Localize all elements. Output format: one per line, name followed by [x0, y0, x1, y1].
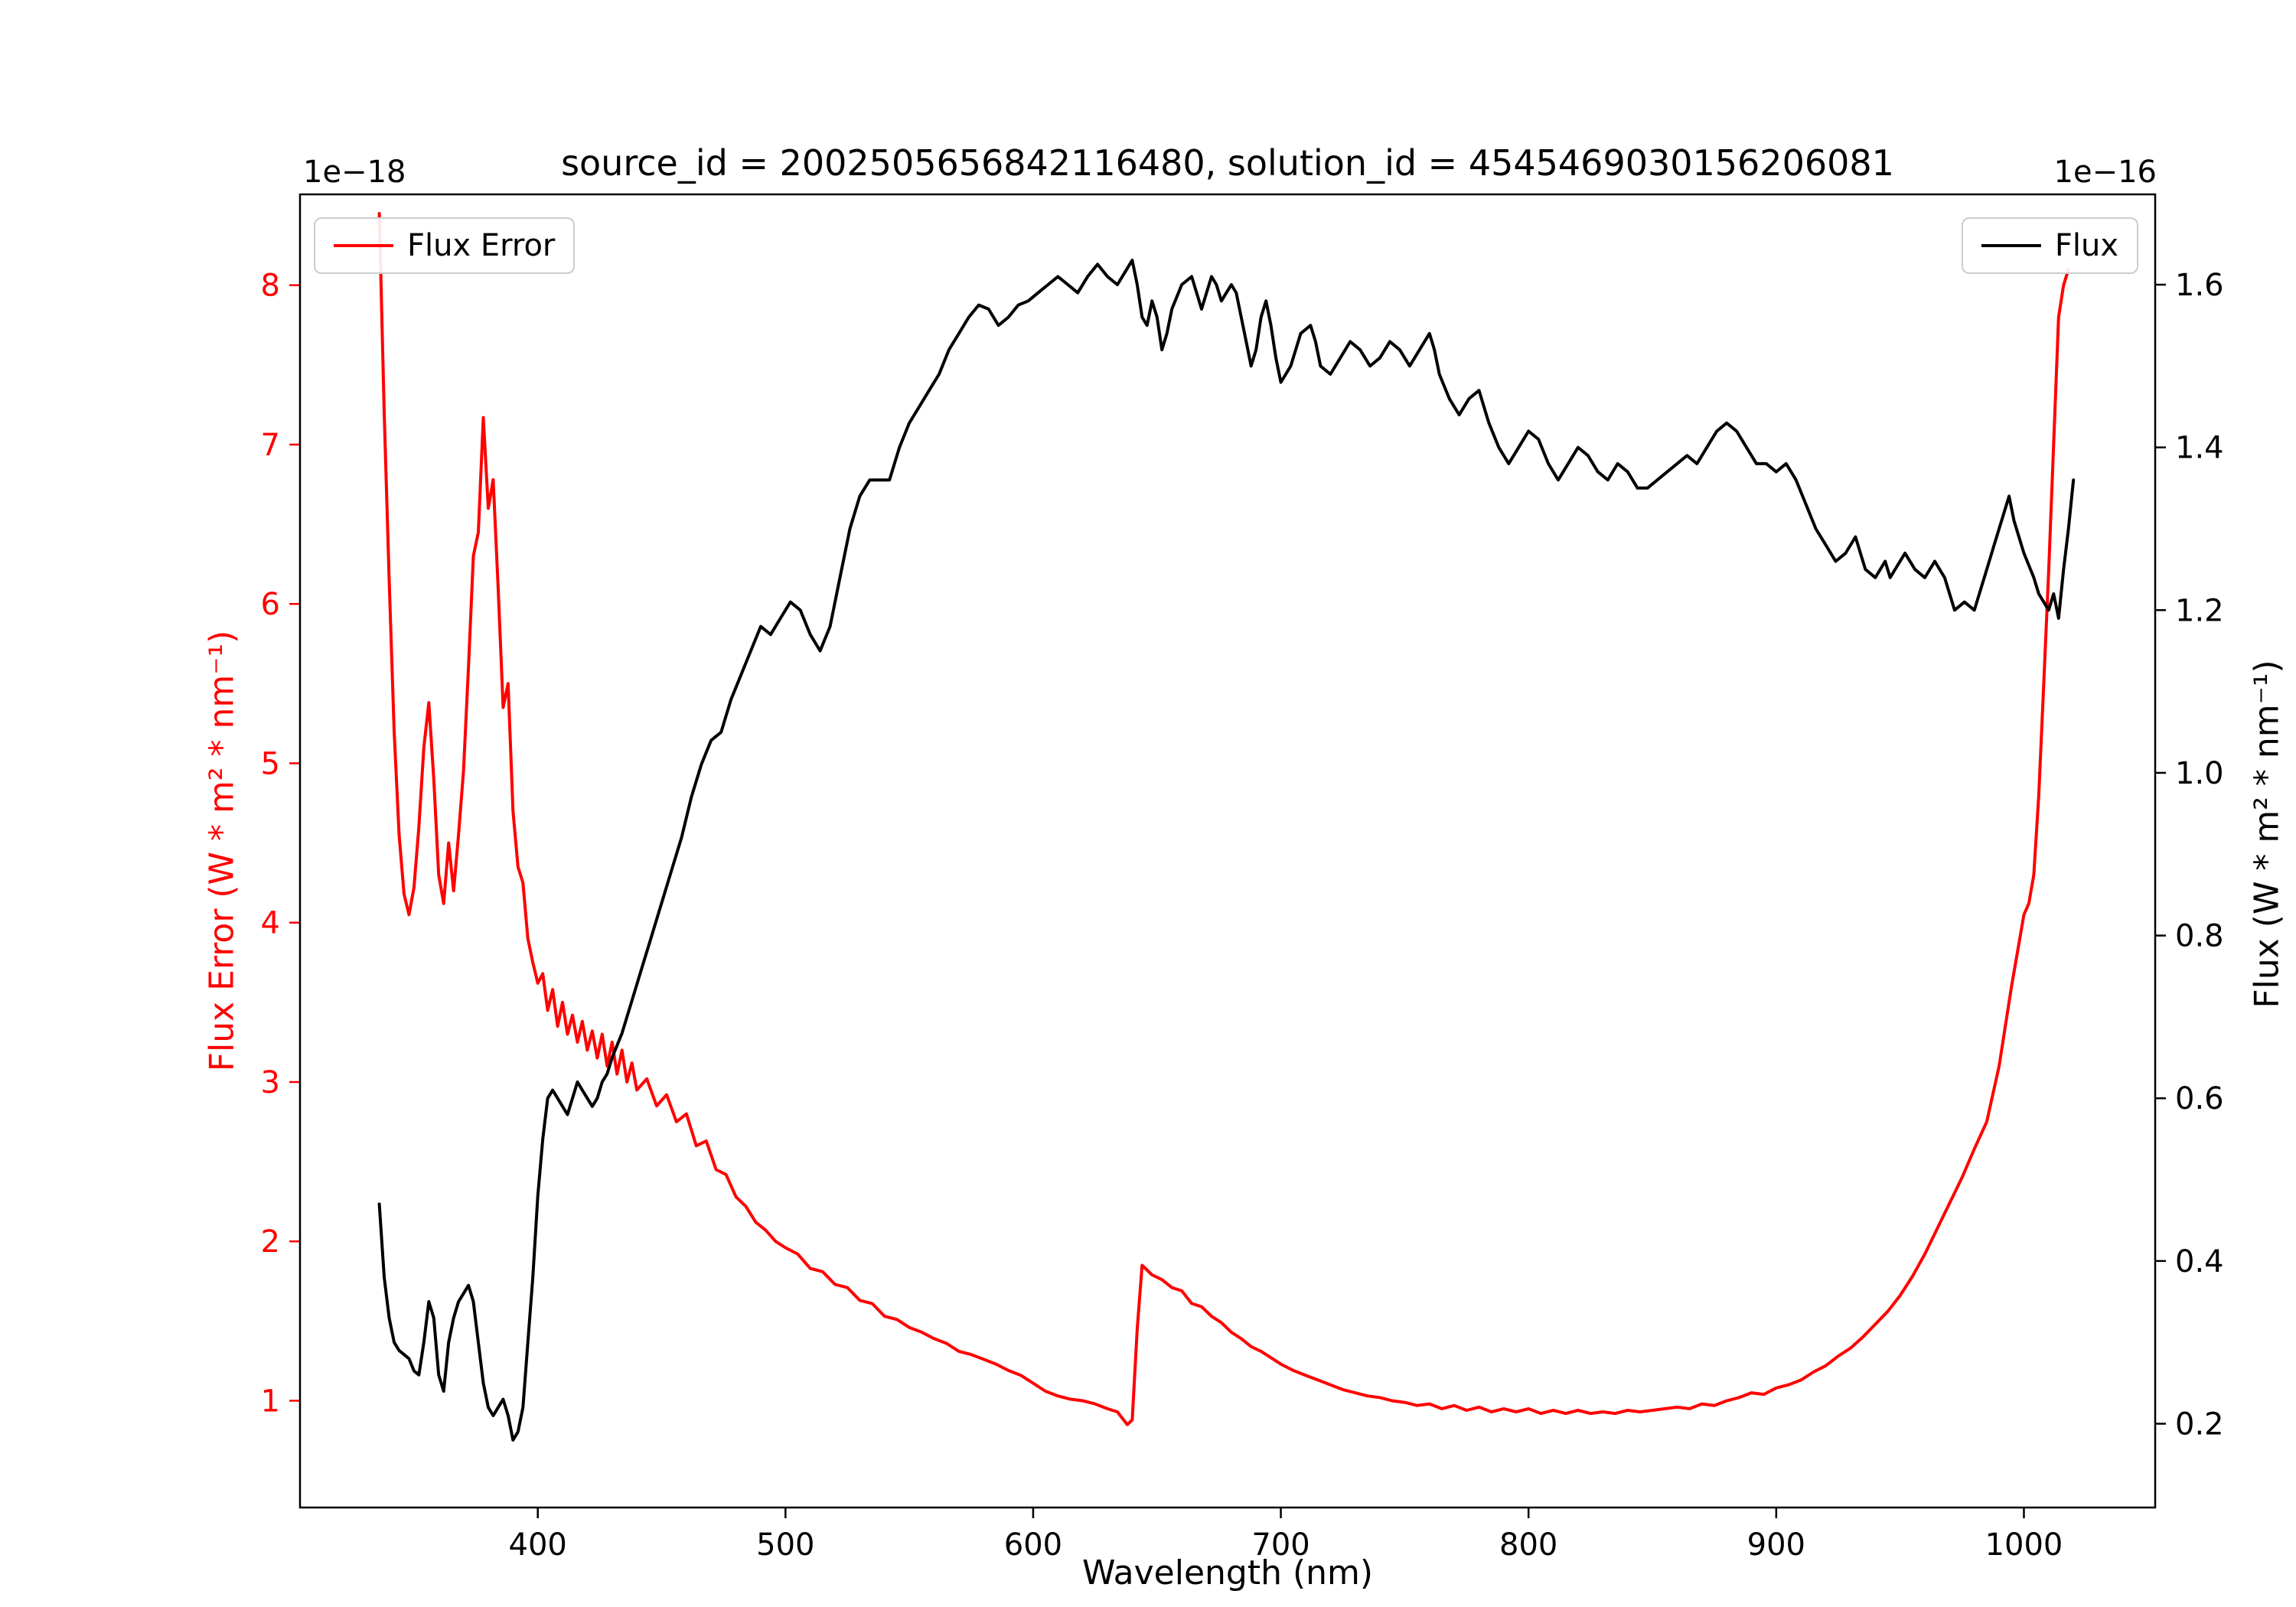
right-y-axis-label: Flux (W * m² * nm⁻¹)	[2247, 660, 2287, 1009]
left-y-axis-label: Flux Error (W * m² * nm⁻¹)	[202, 630, 242, 1072]
right-y-tick-label: 0.8	[2175, 919, 2224, 954]
x-tick-label: 800	[1499, 1527, 1557, 1563]
right-y-tick-label: 1.0	[2175, 756, 2224, 791]
right-y-tick-label: 0.6	[2175, 1081, 2224, 1116]
right-y-tick-label: 1.2	[2175, 593, 2224, 628]
left-y-tick-label: 4	[261, 906, 280, 941]
left-y-tick-label: 8	[261, 269, 280, 304]
legend-flux-error-label: Flux Error	[407, 228, 556, 263]
x-tick-label: 1000	[1985, 1527, 2063, 1563]
chart-title: source_id = 2002505656842116480, solutio…	[561, 142, 1894, 184]
right-y-tick-label: 0.2	[2175, 1407, 2224, 1442]
right-y-tick-label: 0.4	[2175, 1244, 2224, 1279]
left-y-tick-label: 7	[261, 428, 280, 463]
series-line-flux	[377, 259, 2076, 1442]
right-y-tick-label: 1.6	[2175, 268, 2224, 303]
flux-error-line-sample	[334, 244, 393, 247]
x-axis-label: Wavelength (nm)	[1081, 1553, 1374, 1592]
legend-flux-error: Flux Error	[314, 217, 576, 274]
left-y-tick-label: 3	[261, 1065, 280, 1100]
legend-flux-label: Flux	[2054, 228, 2118, 263]
x-tick-label: 700	[1251, 1527, 1309, 1563]
x-tick-label: 900	[1747, 1527, 1805, 1563]
right-axis-offset-text: 1e−16	[2053, 155, 2157, 190]
left-y-tick-label: 5	[261, 746, 280, 781]
left-y-tick-label: 6	[261, 587, 280, 622]
left-y-tick-label: 1	[261, 1384, 280, 1419]
right-y-tick-label: 1.4	[2175, 431, 2224, 466]
x-tick-label: 400	[509, 1527, 567, 1563]
x-tick-label: 500	[756, 1527, 814, 1563]
x-tick-label: 600	[1004, 1527, 1062, 1563]
left-y-tick-label: 2	[261, 1224, 280, 1260]
series-line-flux-error	[377, 212, 2070, 1426]
left-axis-offset-text: 1e−18	[303, 155, 406, 190]
plot-border	[298, 193, 2157, 1509]
flux-line-sample	[1981, 244, 2041, 247]
legend-flux: Flux	[1961, 217, 2138, 274]
